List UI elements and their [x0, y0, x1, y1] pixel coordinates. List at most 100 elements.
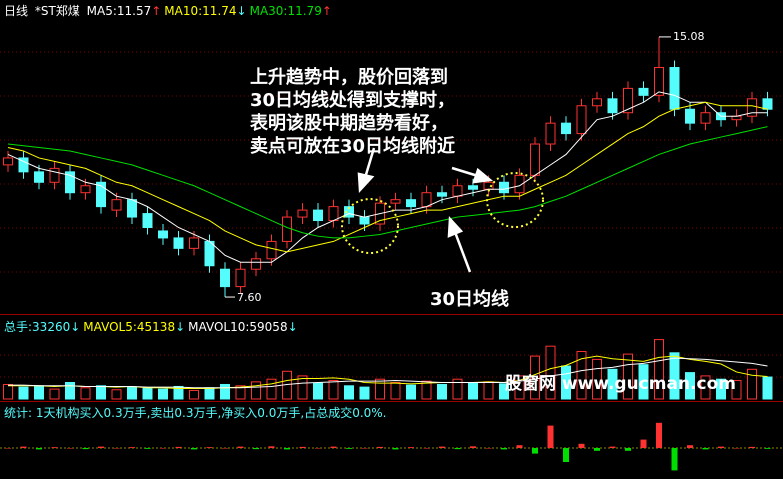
flow-bar [284, 448, 290, 450]
volume-bar [80, 387, 91, 400]
flow-bar [625, 448, 631, 451]
candle-body [499, 181, 509, 194]
legend-label: MAVOL5: [83, 320, 137, 334]
volume-bar [220, 383, 230, 400]
flow-bar [144, 448, 151, 449]
candle-body [514, 174, 525, 194]
volume-bar [747, 368, 757, 400]
flow-bar [640, 439, 647, 448]
volume-bar [654, 339, 664, 400]
candle-body [251, 258, 261, 270]
legend-trend: ↓ [70, 320, 81, 334]
legend-trend: ↓ [236, 4, 247, 18]
flow-bar [392, 448, 399, 450]
candle-body [266, 240, 277, 260]
volume-bar [685, 372, 695, 400]
flow-bar [175, 446, 182, 448]
flow-bar [594, 448, 600, 451]
legend-trend: ↓ [287, 320, 298, 334]
flow-bar [718, 446, 724, 448]
candle-body [421, 192, 432, 208]
arrow [453, 231, 472, 273]
flow-bar [501, 448, 507, 450]
flow-bar [237, 446, 244, 448]
candle-body [204, 240, 215, 267]
flow-bar [671, 448, 678, 471]
volume-bar [607, 368, 618, 400]
volume-bar [189, 389, 199, 400]
volume-bar [266, 378, 277, 400]
flow-bar [454, 448, 461, 450]
candle-body [437, 192, 447, 197]
legend-label: MAVOL10: [188, 320, 250, 334]
legend-value: 59058 [249, 320, 288, 334]
flow-bar [67, 448, 73, 449]
volume-bar [514, 375, 525, 400]
volume-bar [499, 383, 509, 400]
flow-bar [160, 448, 166, 449]
flow-bar [408, 447, 414, 448]
candle-body [65, 171, 75, 194]
volume-bar [49, 388, 60, 400]
candle-body [49, 167, 60, 183]
volume-bar [468, 382, 478, 400]
candle-body [592, 98, 602, 107]
candle-body [142, 213, 153, 228]
flow-bar [547, 425, 554, 448]
candle-body [344, 206, 354, 218]
volume-bar [375, 378, 385, 400]
candle-body [685, 108, 695, 124]
candle-body [297, 209, 308, 218]
ma-line [7, 91, 768, 263]
volume-bar [18, 386, 29, 400]
flow-bar [36, 448, 42, 450]
legend-value: 11.79 [287, 4, 322, 18]
flow-bar [609, 446, 616, 448]
candle-body [158, 230, 168, 239]
stock-name: *ST郑煤 [34, 4, 80, 18]
flow-bar [516, 445, 523, 448]
legend-value: 33260 [32, 320, 71, 334]
candle-body [530, 143, 540, 176]
volume-bar [34, 385, 44, 400]
candle-body [623, 87, 633, 114]
annotation-line: 30日均线处得到支撑时， [250, 90, 456, 111]
volume-legend: 总手:33260↓ MAVOL5:45138↓ MAVOL10:59058↓ [4, 318, 301, 335]
flow-bar [5, 448, 11, 449]
candle-body [638, 87, 649, 96]
candle-body [390, 199, 401, 204]
volume-bar [530, 355, 540, 400]
volume-bar [158, 388, 168, 400]
flow-bar [191, 448, 197, 450]
candle-body [607, 98, 618, 114]
candle-body [127, 199, 137, 218]
volume-bar [592, 358, 602, 400]
volume-bar [731, 380, 742, 400]
flow-bar [470, 446, 476, 448]
candle-body [80, 185, 91, 194]
flow-bar [578, 443, 585, 448]
candle-body [468, 185, 478, 190]
flow-bar [423, 448, 430, 449]
arrow-head [447, 215, 464, 238]
flow-bar [532, 448, 538, 454]
volume-bar [716, 378, 726, 400]
candle-body [359, 216, 370, 225]
legend-value: 11.74 [202, 4, 237, 18]
candle-body [545, 122, 556, 145]
high-label: 15.08 [673, 30, 705, 43]
flow-bar [51, 447, 58, 448]
flow-bar [299, 446, 306, 448]
candle-body [561, 122, 571, 135]
volume-bar [483, 381, 494, 400]
flow-bar [563, 448, 569, 462]
volume-bar [173, 385, 184, 400]
volume-bar [762, 376, 773, 400]
flow-bar [361, 448, 368, 449]
volume-bar [344, 385, 354, 400]
volume-bar [623, 353, 633, 400]
annotation: 上升趋势中，股价回落到 30日均线处得到支撑时， 表明该股中期趋势看好， 卖点可放在3… [250, 66, 455, 158]
candle-body [18, 157, 29, 173]
